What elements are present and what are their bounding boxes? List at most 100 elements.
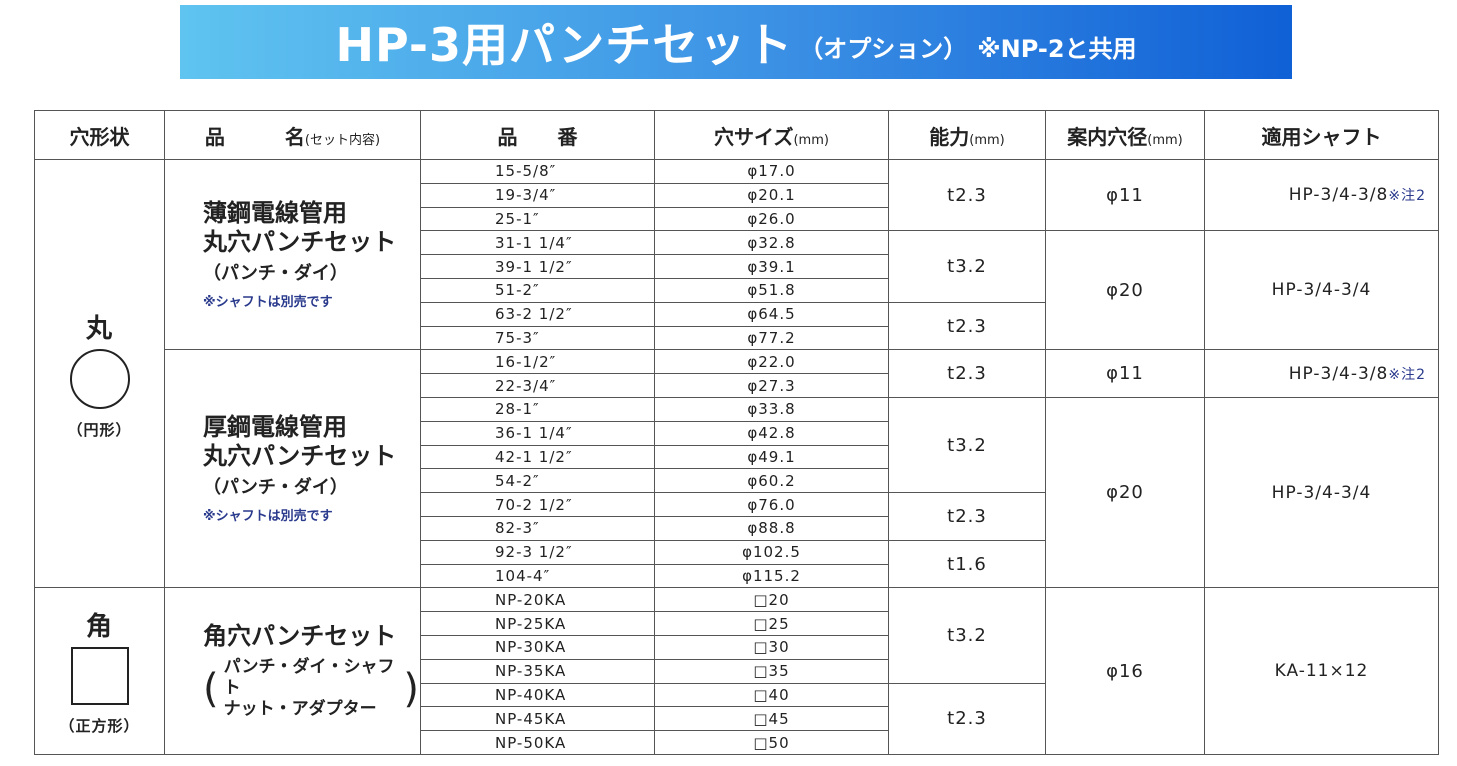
guide-hole: φ20 — [1045, 230, 1205, 351]
part-number: 104-4″ — [420, 563, 655, 589]
table-row: 70-2 1/2″ φ76.0 t2.3 — [35, 492, 1439, 541]
part-number: 15-5/8″ — [420, 159, 655, 184]
header-shaft: 適用シャフト — [1204, 110, 1439, 160]
shaft: HP-3/4-3/4 — [1204, 396, 1439, 589]
shaft: HP-3/4-3/4 — [1204, 230, 1439, 351]
hole-size: φ60.2 — [654, 468, 889, 494]
header-row: 穴形状 品 名(セット内容) 品 番 穴サイズ(mm) 能力(mm) 案内穴径(… — [34, 110, 1439, 160]
hole-size: φ77.2 — [654, 325, 889, 351]
part-number: NP-35KA — [420, 658, 655, 684]
guide-hole: φ20 — [1045, 396, 1205, 589]
hole-size: □35 — [654, 658, 889, 684]
shape-round-desc: （円形） — [67, 420, 132, 439]
part-number: 92-3 1/2″ — [420, 539, 655, 565]
table-row: 28-1″ φ33.8 t3.2 φ20 HP-3/4-3/4 — [35, 396, 1439, 589]
header-shape: 穴形状 — [34, 110, 165, 160]
table-row: NP-30KA □30 — [35, 634, 1439, 660]
hole-size: φ42.8 — [654, 420, 889, 446]
shape-square-cell: 角 （正方形） — [34, 587, 165, 755]
shaft: HP-3/4-3/8※注2 — [1204, 158, 1439, 232]
part-number: 28-1″ — [420, 396, 655, 422]
part-number: NP-40KA — [420, 682, 655, 708]
part-number: 39-1 1/2″ — [420, 254, 655, 279]
header-hole-size: 穴サイズ(mm) — [654, 110, 889, 160]
table-row: 丸 （円形） 薄鋼電線管用 丸穴パンチセット （パンチ・ダイ） ※シャフトは別売… — [34, 158, 1439, 589]
header-part-no: 品 番 — [420, 110, 655, 160]
hole-size: φ39.1 — [654, 254, 889, 279]
part-number: 82-3″ — [420, 515, 655, 541]
banner-note: ※NP-2と共用 — [977, 34, 1137, 63]
part-number: NP-50KA — [420, 730, 655, 755]
hole-size: φ22.0 — [654, 349, 889, 375]
guide-hole: φ11 — [1045, 158, 1205, 232]
hole-size: φ17.0 — [654, 159, 889, 184]
part-number: NP-30KA — [420, 634, 655, 660]
capacity: t3.2 — [888, 396, 1046, 494]
guide-hole: φ16 — [1045, 587, 1205, 755]
table-row: 104-4″ φ115.2 — [35, 563, 1439, 589]
part-number: 75-3″ — [420, 325, 655, 351]
part-number: 51-2″ — [420, 277, 655, 303]
header-guide: 案内穴径(mm) — [1045, 110, 1205, 160]
part-number: 16-1/2″ — [420, 349, 655, 375]
hole-size: φ26.0 — [654, 206, 889, 232]
guide-hole: φ11 — [1045, 349, 1205, 398]
capacity: t1.6 — [888, 539, 1046, 589]
circle-icon — [69, 348, 130, 409]
hole-size: φ27.3 — [654, 373, 889, 398]
table-row: 角 （正方形） 角穴パンチセット ( パンチ・ダイ・シャフト ナット・アダプター … — [34, 587, 1439, 755]
table-row: 25-1″ φ26.0 — [35, 206, 1439, 232]
capacity: t3.2 — [888, 587, 1046, 684]
capacity: t2.3 — [888, 682, 1046, 756]
table-row: 31-1 1/4″ φ32.8 t3.2 φ20 HP-3/4-3/4 — [35, 230, 1439, 351]
hole-size: φ64.5 — [654, 301, 889, 327]
product-square: 角穴パンチセット ( パンチ・ダイ・シャフト ナット・アダプター ) — [164, 587, 421, 755]
hole-size: □25 — [654, 611, 889, 636]
hole-size: □45 — [654, 706, 889, 732]
shaft: HP-3/4-3/8※注2 — [1204, 349, 1439, 398]
part-number: NP-45KA — [420, 706, 655, 732]
header-name: 品 名(セット内容) — [164, 110, 421, 160]
hole-size: □40 — [654, 682, 889, 708]
part-number: 42-1 1/2″ — [420, 444, 655, 470]
table-row: 42-1 1/2″ φ49.1 — [35, 444, 1439, 470]
hole-size: φ32.8 — [654, 230, 889, 256]
table-row: 82-3″ φ88.8 — [35, 515, 1439, 541]
part-number: NP-25KA — [420, 611, 655, 636]
title-banner: HP-3用パンチセット （オプション） ※NP-2と共用 — [180, 5, 1292, 79]
shape-square-char: 角 — [85, 612, 113, 643]
shape-round-cell: 丸 （円形） — [34, 158, 165, 589]
part-number: 31-1 1/4″ — [420, 230, 655, 256]
part-number: 63-2 1/2″ — [420, 301, 655, 327]
capacity: t2.3 — [888, 301, 1046, 351]
shaft: KA-11×12 — [1204, 587, 1439, 755]
shape-square-desc: （正方形） — [59, 717, 140, 736]
hole-size: φ33.8 — [654, 396, 889, 422]
table-row: 92-3 1/2″ φ102.5 t1.6 — [35, 539, 1439, 589]
hole-size: □30 — [654, 634, 889, 660]
table-row: NP-25KA □25 — [35, 611, 1439, 636]
part-number: 19-3/4″ — [420, 182, 655, 208]
product-thick: 厚鋼電線管用 丸穴パンチセット （パンチ・ダイ） ※シャフトは別売です — [164, 349, 421, 589]
table-row: 63-2 1/2″ φ64.5 t2.3 — [35, 301, 1439, 351]
part-number: 70-2 1/2″ — [420, 492, 655, 517]
capacity: t3.2 — [888, 230, 1046, 303]
table-row: 54-2″ φ60.2 — [35, 468, 1439, 494]
spec-table: 穴形状 品 名(セット内容) 品 番 穴サイズ(mm) 能力(mm) 案内穴径(… — [34, 110, 1439, 756]
hole-size: φ76.0 — [654, 492, 889, 517]
table-row: NP-35KA □35 — [35, 658, 1439, 684]
table-row: NP-40KA □40 t2.3 — [35, 682, 1439, 756]
header-capacity: 能力(mm) — [888, 110, 1046, 160]
hole-size: □50 — [654, 730, 889, 755]
square-icon — [70, 647, 129, 706]
part-number: 54-2″ — [420, 468, 655, 494]
hole-size: φ49.1 — [654, 444, 889, 470]
shape-round-char: 丸 — [85, 313, 113, 344]
banner-title: HP-3用パンチセット — [335, 18, 794, 72]
hole-size: φ115.2 — [654, 563, 889, 589]
capacity: t2.3 — [888, 492, 1046, 541]
capacity: t2.3 — [888, 158, 1046, 232]
product-thin: 薄鋼電線管用 丸穴パンチセット （パンチ・ダイ） ※シャフトは別売です — [164, 158, 421, 351]
table-row: NP-45KA □45 — [35, 706, 1439, 732]
hole-size: φ102.5 — [654, 539, 889, 565]
